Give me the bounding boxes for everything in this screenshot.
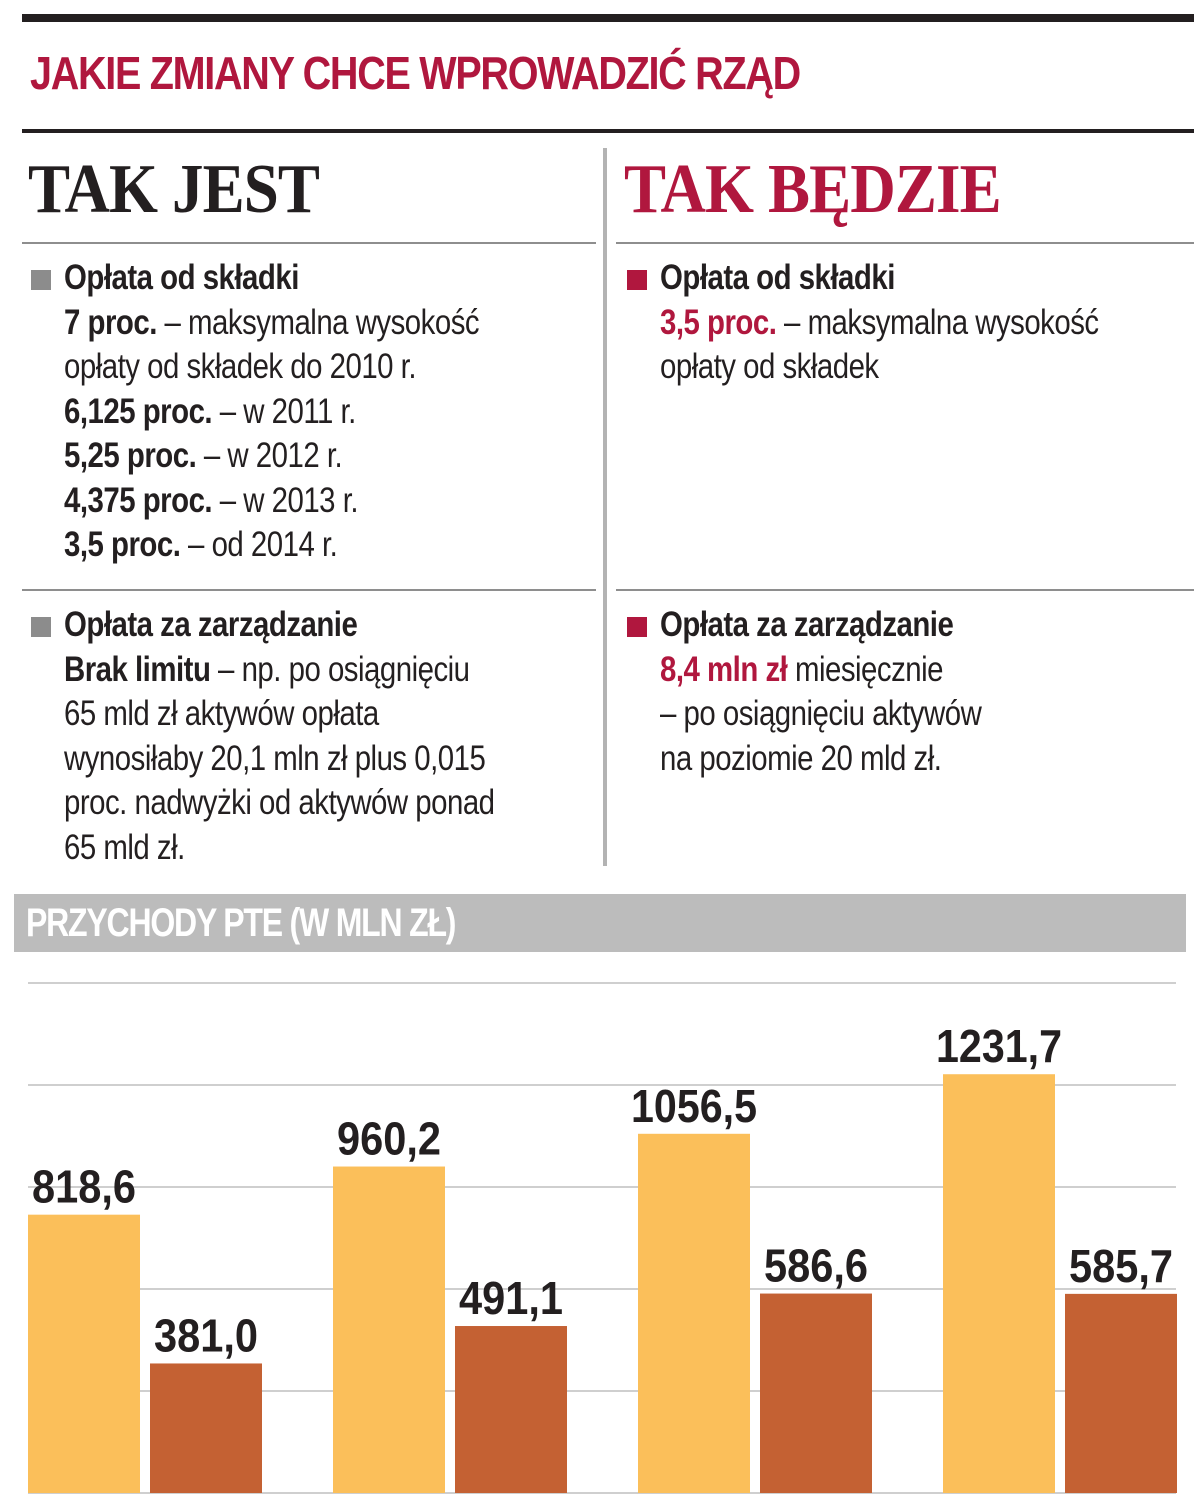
header-rule [22, 129, 1194, 133]
left-section-2-line: 65 mld zł aktywów opłata [64, 694, 379, 733]
bar [638, 1133, 750, 1493]
right-section-1-line: opłaty od składek [660, 347, 879, 386]
right-section-1-bullet [627, 270, 647, 290]
right-column-heading: TAK BĘDZIE [624, 151, 1002, 228]
main-title: JAKIE ZMIANY CHCE WPROWADZIĆ RZĄD [30, 47, 801, 99]
left-section-1-bullet [31, 270, 51, 290]
right-section-1-title: Opłata od składki [660, 258, 895, 297]
right-section-2-line: – po osiągnięciu aktywów [660, 694, 982, 733]
data-label: 491,1 [459, 1272, 563, 1324]
data-label: 818,6 [32, 1161, 136, 1213]
bar [943, 1074, 1055, 1493]
left-section-2: Opłata za zarządzanie Brak limitu – np. … [64, 603, 495, 870]
data-label: 585,7 [1069, 1240, 1173, 1292]
top-rule [22, 14, 1194, 22]
left-section-1-line: opłaty od składek do 2010 r. [64, 347, 417, 386]
left-section-divider [22, 589, 596, 591]
data-label: 960,2 [337, 1113, 441, 1165]
bar [1065, 1293, 1177, 1493]
left-section-2-line: Brak limitu – np. po osiągnięciu [64, 649, 470, 689]
left-section-2-bullet [31, 617, 51, 637]
bar-chart: 818,6 960,2 1056,5 1231,7 381,0 491,1 586,6 585… [28, 982, 1177, 1494]
chart-title-band [14, 894, 1186, 952]
left-section-1-line: 4,375 proc. – w 2013 r. [64, 480, 359, 520]
data-label: 1056,5 [631, 1080, 757, 1132]
data-label: 586,6 [764, 1240, 868, 1292]
right-section-2-title: Opłata za zarządzanie [660, 605, 954, 644]
right-section-1-line: 3,5 proc. – maksymalna wysokość [660, 302, 1099, 342]
left-column-heading: TAK JEST [28, 151, 320, 228]
column-divider [603, 148, 607, 866]
right-section-2-line: 8,4 mln zł miesięcznie [660, 649, 944, 689]
left-heading-rule [22, 242, 596, 244]
right-section-2-bullet [627, 617, 647, 637]
left-section-1: Opłata od składki 7 proc. – maksymalna w… [64, 256, 480, 568]
data-label: 1231,7 [936, 1020, 1062, 1072]
bar [333, 1166, 445, 1493]
right-section-2: Opłata za zarządzanie 8,4 mln zł miesięc… [660, 603, 982, 781]
left-section-2-line: wynosiłaby 20,1 mln zł plus 0,015 [64, 738, 486, 778]
left-section-1-line: 7 proc. – maksymalna wysokość [64, 302, 480, 342]
left-section-2-title: Opłata za zarządzanie [64, 605, 358, 644]
chart-title: PRZYCHODY PTE (W MLN ZŁ) [26, 901, 456, 945]
left-section-1-line: 5,25 proc. – w 2012 r. [64, 436, 343, 475]
right-section-2-line: na poziomie 20 mld zł. [660, 738, 942, 778]
data-label: 381,0 [154, 1309, 258, 1361]
left-section-2-line: proc. nadwyżki od aktywów ponad [64, 783, 495, 822]
bar [455, 1326, 567, 1493]
bar [760, 1293, 872, 1493]
bar [28, 1214, 140, 1493]
left-section-2-line: 65 mld zł. [64, 827, 185, 867]
bar [150, 1363, 262, 1493]
left-section-1-line: 3,5 proc. – od 2014 r. [64, 525, 338, 564]
left-section-1-line: 6,125 proc. – w 2011 r. [64, 391, 356, 431]
right-heading-rule [616, 242, 1194, 244]
left-section-1-title: Opłata od składki [64, 258, 299, 297]
right-section-divider [616, 589, 1194, 591]
right-section-1: Opłata od składki 3,5 proc. – maksymalna… [660, 256, 1099, 390]
